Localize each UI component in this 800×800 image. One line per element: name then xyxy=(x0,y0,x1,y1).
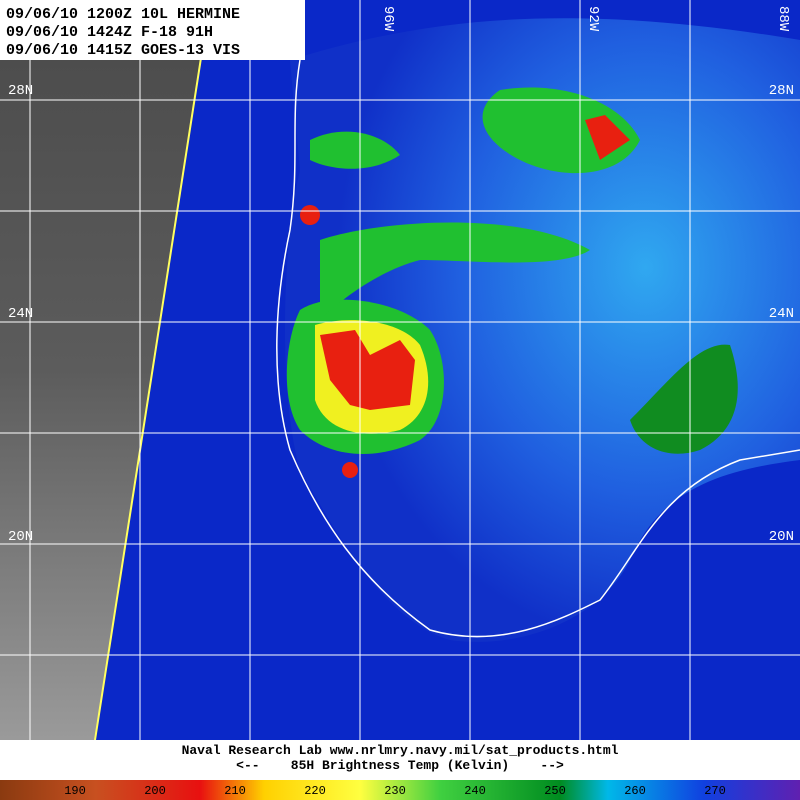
colorbar-label: 220 xyxy=(304,784,326,798)
colorbar-label: 230 xyxy=(384,784,406,798)
header-line: 09/06/10 1200Z 10L HERMINE xyxy=(6,6,240,23)
colorbar-label: 210 xyxy=(224,784,246,798)
latitude-label: 20N xyxy=(769,529,794,545)
header-line: 09/06/10 1415Z GOES-13 VIS xyxy=(6,42,240,59)
coastline xyxy=(276,59,800,638)
latitude-label: 20N xyxy=(8,529,33,545)
swath-edge xyxy=(94,0,211,741)
colorbar-label: 260 xyxy=(624,784,646,798)
convection xyxy=(286,87,738,478)
colorbar-label: 200 xyxy=(144,784,166,798)
colorbar-label: 250 xyxy=(544,784,566,798)
longitude-label: 88W xyxy=(775,6,791,32)
colorbar-label: 190 xyxy=(64,784,86,798)
latitude-label: 24N xyxy=(769,306,794,322)
longitude-label: 92W xyxy=(585,6,601,32)
colorbar-label: 240 xyxy=(464,784,486,798)
colorbar-label: 270 xyxy=(704,784,726,798)
header-box xyxy=(0,0,305,60)
latitude-label: 28N xyxy=(769,83,794,99)
visible-region xyxy=(0,0,210,740)
footer-source: Naval Research Lab www.nrlmry.navy.mil/s… xyxy=(182,743,619,758)
footer-caption: <-- 85H Brightness Temp (Kelvin) --> xyxy=(236,758,564,773)
footer-box xyxy=(0,740,800,780)
gulf xyxy=(285,18,800,642)
latitude-label: 24N xyxy=(8,306,33,322)
longitude-label: 96W xyxy=(380,6,396,32)
graticule xyxy=(0,0,800,740)
header-line: 09/06/10 1424Z F-18 91H xyxy=(6,24,213,41)
latitude-label: 28N xyxy=(8,83,33,99)
colorbar xyxy=(0,780,800,800)
